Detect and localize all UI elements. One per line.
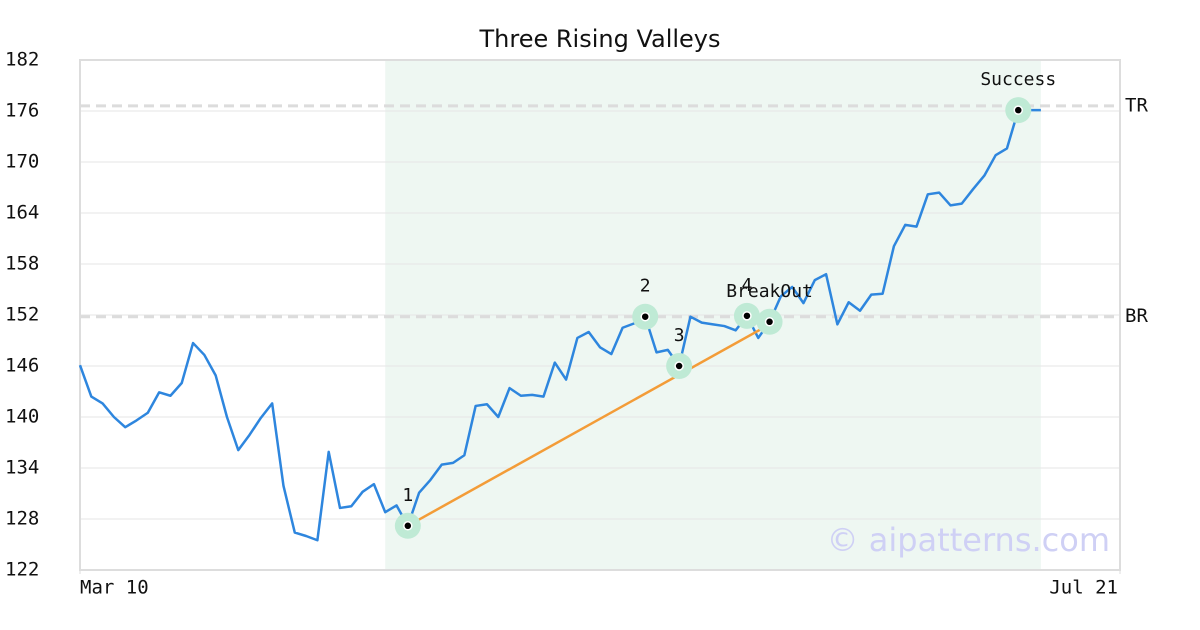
x-tick-label: Jul 21 bbox=[1049, 577, 1118, 599]
point-dot bbox=[640, 311, 650, 322]
point-label: BreakOut bbox=[726, 281, 813, 302]
y-tick-label: 170 bbox=[5, 151, 39, 173]
y-tick-label: 164 bbox=[5, 202, 39, 224]
point-dot bbox=[403, 521, 413, 531]
price-line bbox=[78, 108, 1041, 542]
y-tick-label: 134 bbox=[5, 457, 39, 479]
point-dot bbox=[674, 361, 684, 371]
y-tick-label: 128 bbox=[5, 508, 39, 530]
point-label: 2 bbox=[640, 276, 651, 297]
point-dot bbox=[742, 311, 752, 321]
y-tick-label: 152 bbox=[5, 304, 39, 326]
y-tick-label: 158 bbox=[5, 253, 39, 275]
x-tick-label: Mar 10 bbox=[80, 577, 149, 599]
point-label: 3 bbox=[674, 325, 685, 346]
point-label: 4 bbox=[742, 275, 753, 296]
level-label: BR bbox=[1125, 305, 1148, 327]
point-label: 1 bbox=[402, 485, 413, 506]
y-tick-label: 146 bbox=[5, 355, 39, 377]
y-tick-label: 182 bbox=[5, 49, 39, 71]
plot-border bbox=[79, 59, 1121, 571]
y-tick-label: 176 bbox=[5, 100, 39, 122]
y-tick-label: 122 bbox=[5, 559, 39, 581]
point-dot bbox=[1013, 105, 1024, 115]
chart-title: Three Rising Valleys bbox=[478, 25, 720, 53]
point-dot bbox=[764, 317, 775, 327]
level-label: TR bbox=[1125, 94, 1148, 116]
watermark: © aipatterns.com bbox=[827, 521, 1110, 559]
y-tick-label: 140 bbox=[5, 406, 39, 428]
point-label: Success bbox=[980, 69, 1056, 90]
trend-line bbox=[407, 325, 766, 527]
